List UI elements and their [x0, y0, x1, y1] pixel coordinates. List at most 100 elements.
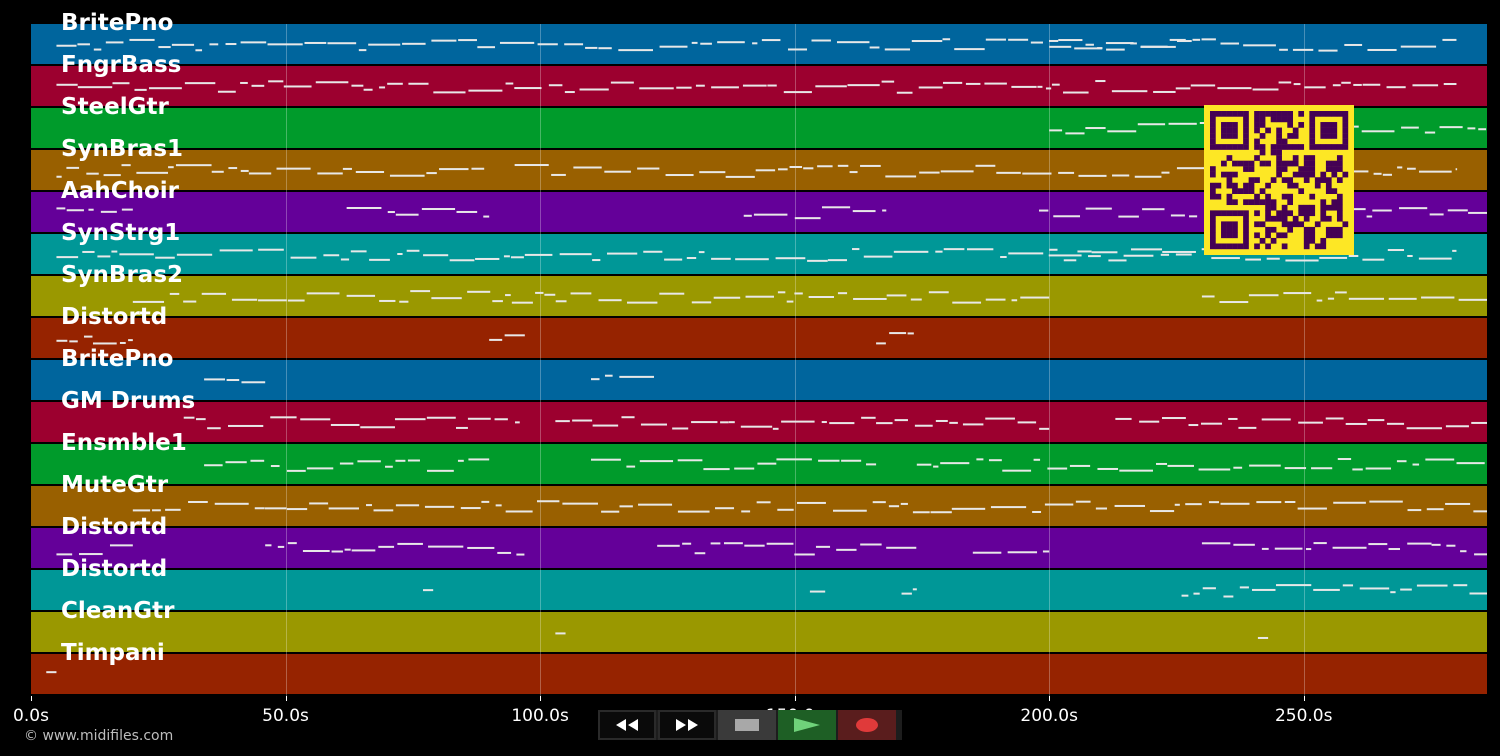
qr-module: [1254, 221, 1260, 228]
qr-module: [1232, 133, 1238, 139]
note-mark: [495, 504, 502, 507]
note-mark: [1114, 504, 1145, 507]
note-mark: [1292, 48, 1314, 51]
note-mark: [786, 300, 794, 303]
note-mark: [900, 502, 908, 505]
note-mark: [1156, 462, 1168, 465]
qr-module: [1292, 215, 1299, 222]
track-lane[interactable]: [31, 570, 1487, 612]
qr-module: [1287, 133, 1293, 139]
note-mark: [158, 46, 171, 49]
note-mark: [1386, 86, 1406, 89]
note-mark: [119, 253, 154, 256]
note-mark: [1407, 167, 1416, 170]
note-mark: [128, 339, 133, 342]
note-mark: [639, 460, 674, 463]
note-mark: [394, 418, 426, 421]
note-mark: [640, 423, 668, 426]
rewind-button[interactable]: [598, 710, 656, 740]
record-button[interactable]: [838, 710, 896, 740]
note-mark: [564, 43, 584, 46]
note-mark: [1085, 43, 1094, 46]
note-mark: [1388, 297, 1417, 300]
qr-module: [1298, 144, 1305, 150]
note-mark: [431, 297, 462, 300]
note-mark: [677, 459, 703, 462]
note-mark: [761, 39, 781, 42]
note-mark: [211, 170, 224, 173]
note-mark: [1049, 129, 1063, 132]
note-mark: [387, 82, 403, 85]
qr-module: [1270, 204, 1277, 211]
qr-module: [1320, 210, 1327, 217]
qr-module: [1325, 182, 1332, 189]
note-mark: [458, 39, 477, 42]
stop-button[interactable]: [718, 710, 776, 740]
qr-module: [1336, 144, 1343, 150]
note-mark: [264, 507, 287, 510]
note-mark: [1279, 48, 1288, 51]
note-mark: [240, 41, 267, 44]
note-mark: [866, 463, 877, 466]
note-mark: [1455, 168, 1458, 171]
qr-module: [1265, 243, 1271, 250]
note-mark: [357, 460, 381, 463]
note-mark: [901, 592, 912, 595]
note-mark: [1142, 208, 1165, 211]
fast-forward-button[interactable]: [658, 710, 716, 740]
note-mark: [1007, 551, 1038, 554]
note-mark: [990, 506, 1027, 509]
track-lane[interactable]: [31, 654, 1487, 696]
note-mark: [1400, 588, 1412, 591]
note-mark: [103, 174, 121, 177]
note-mark: [849, 171, 858, 174]
track-lane[interactable]: [31, 318, 1487, 360]
track-lane[interactable]: [31, 486, 1487, 528]
note-mark: [1284, 501, 1296, 503]
note-mark: [1285, 259, 1319, 262]
track-lane[interactable]: [31, 66, 1487, 108]
note-mark: [572, 419, 593, 422]
track-label: Distortd: [61, 304, 168, 330]
qr-module: [1270, 149, 1277, 156]
note-mark: [1228, 417, 1238, 420]
track-lane[interactable]: [31, 444, 1487, 486]
qr-module: [1232, 160, 1238, 167]
note-mark: [1369, 500, 1403, 503]
qr-module: [1265, 215, 1271, 222]
qr-module: [1243, 210, 1249, 217]
note-mark: [1245, 258, 1262, 261]
gridline: [1049, 24, 1051, 696]
note-mark: [467, 546, 495, 549]
note-mark: [886, 294, 907, 297]
qr-module: [1276, 127, 1282, 134]
track-lane[interactable]: [31, 612, 1487, 654]
play-button[interactable]: [778, 710, 836, 740]
note-mark: [1085, 127, 1106, 130]
qr-module: [1210, 221, 1216, 228]
track-lane[interactable]: [31, 360, 1487, 402]
note-mark: [591, 458, 621, 461]
note-mark: [1406, 427, 1442, 430]
note-mark: [975, 164, 996, 167]
qr-module: [1210, 226, 1216, 233]
note-mark: [1069, 464, 1091, 467]
qr-module: [1336, 193, 1343, 200]
qr-module: [1226, 182, 1233, 189]
qr-module: [1325, 160, 1332, 167]
note-mark: [1327, 297, 1335, 300]
note-mark: [1039, 209, 1049, 212]
track-lane[interactable]: [31, 402, 1487, 444]
note-mark: [1412, 463, 1420, 466]
note-mark: [1168, 122, 1197, 125]
track-lane[interactable]: [31, 528, 1487, 570]
note-mark: [996, 171, 1021, 174]
note-mark: [514, 164, 549, 167]
note-mark: [1130, 248, 1163, 251]
qr-module: [1259, 160, 1266, 167]
note-mark: [841, 459, 862, 462]
note-mark: [893, 250, 929, 253]
qr-module: [1243, 221, 1249, 228]
note-mark: [1367, 419, 1385, 422]
note-mark: [551, 173, 566, 176]
